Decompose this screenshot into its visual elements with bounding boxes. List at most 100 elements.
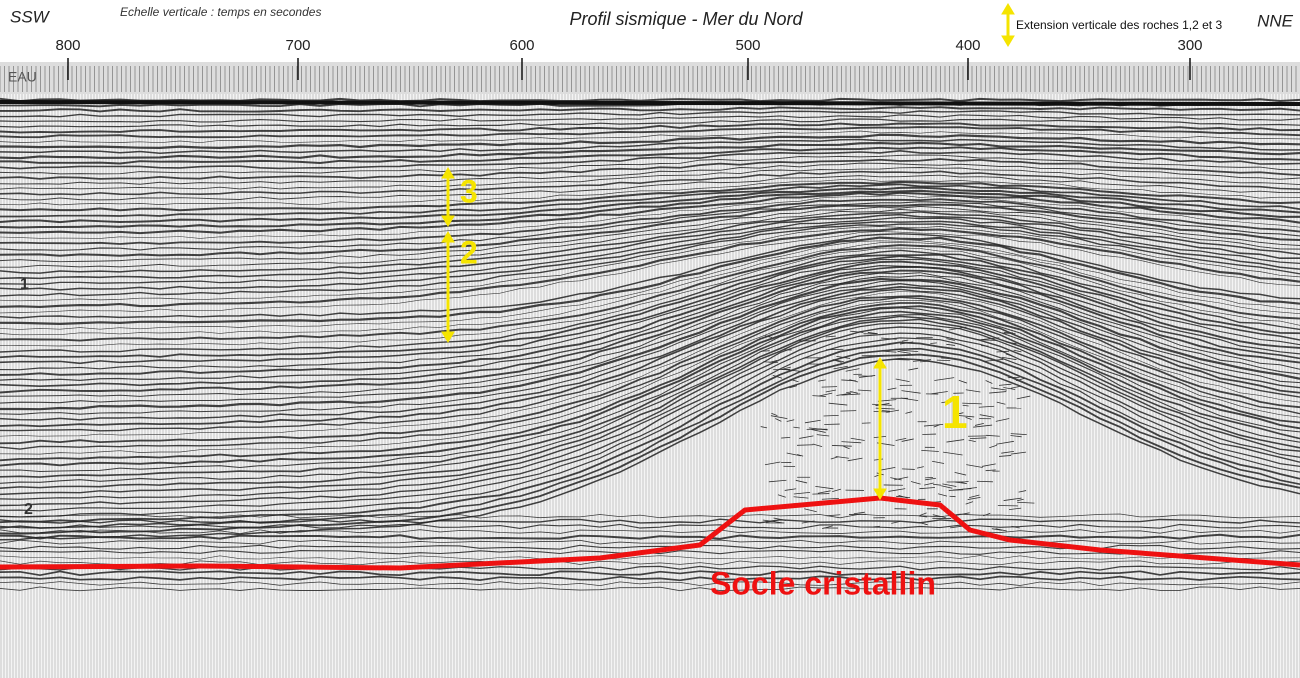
noise (966, 464, 983, 468)
horizon (0, 518, 1300, 524)
seafloor (0, 100, 1300, 106)
noise (946, 343, 955, 346)
time-label: 2 (24, 501, 33, 518)
horizon (0, 130, 1300, 144)
horizon (0, 302, 1300, 462)
scale-label: 400 (955, 37, 980, 54)
horizon (0, 258, 1300, 371)
legend-arrow (1001, 3, 1015, 47)
noise (958, 379, 967, 384)
horizon (0, 305, 1300, 467)
noise (771, 412, 778, 417)
noise (817, 490, 831, 494)
noise (1001, 450, 1014, 454)
noise (991, 387, 1007, 391)
legend-text: Extension verticale des roches 1,2 et 3 (1016, 18, 1222, 32)
horizon (0, 288, 1300, 432)
noise (804, 419, 821, 424)
horizon (0, 213, 1300, 280)
horizon (0, 295, 1300, 445)
noise (886, 409, 900, 413)
noise (768, 479, 787, 483)
noise (908, 367, 919, 371)
noise (999, 455, 1012, 457)
horizon (0, 310, 1300, 478)
horizon (0, 106, 1300, 113)
noise (853, 511, 865, 515)
noise (793, 426, 800, 429)
horizon (0, 154, 1300, 175)
horizon (0, 570, 1300, 577)
noise (881, 410, 891, 412)
noise (841, 441, 862, 444)
noise (859, 375, 876, 378)
horizon (0, 291, 1300, 437)
horizon (0, 581, 1300, 586)
noise (777, 494, 786, 498)
noise (1016, 395, 1031, 400)
horizon (0, 211, 1300, 274)
noise (919, 487, 936, 490)
horizon (0, 586, 1300, 592)
noise (850, 437, 865, 441)
noise (882, 350, 897, 353)
noise (770, 415, 788, 420)
scale-label: 700 (285, 37, 310, 54)
horizon (0, 146, 1300, 165)
horizon (0, 220, 1300, 291)
subtitle: Echelle verticale : temps en secondes (120, 5, 321, 19)
noise (818, 379, 826, 382)
noise (949, 525, 963, 529)
horizon (0, 269, 1300, 394)
noise (981, 463, 996, 467)
noise (965, 501, 974, 505)
horizon (0, 174, 1300, 201)
horizon (0, 529, 1300, 535)
horizon (0, 260, 1300, 376)
noise (1001, 332, 1016, 335)
noise (812, 493, 830, 495)
noise (901, 339, 909, 342)
noise (919, 512, 927, 516)
direction-right: NNE (1257, 11, 1294, 30)
horizon (0, 326, 1300, 507)
noise (983, 359, 1004, 362)
noise (811, 429, 826, 433)
noise (995, 418, 1010, 422)
noise (996, 440, 1014, 445)
noise (986, 434, 1000, 437)
noise (989, 391, 1007, 394)
noise (968, 439, 976, 442)
noise (843, 445, 850, 450)
horizon (0, 178, 1300, 206)
horizon (0, 231, 1300, 314)
horizon (0, 280, 1300, 415)
noise (916, 466, 924, 469)
horizon (0, 226, 1300, 302)
noise (846, 391, 854, 393)
horizon (0, 122, 1300, 134)
noise (786, 419, 795, 422)
horizon (0, 353, 1300, 535)
scale-label: 800 (55, 37, 80, 54)
ruler-band (0, 62, 1300, 94)
noise (782, 366, 791, 370)
noise (799, 435, 814, 439)
noise (760, 426, 768, 429)
thickness-arrows (441, 167, 887, 500)
horizon (0, 272, 1300, 397)
horizon (0, 314, 1300, 484)
noise (985, 469, 996, 472)
noise (979, 414, 995, 418)
noise (828, 402, 848, 406)
noise (981, 337, 1000, 341)
noise (833, 359, 842, 363)
noise (949, 326, 967, 331)
noise (867, 332, 878, 335)
noise (873, 525, 880, 528)
noise (925, 477, 937, 481)
noise (925, 476, 934, 479)
noise (1017, 498, 1024, 502)
noise (910, 481, 921, 485)
